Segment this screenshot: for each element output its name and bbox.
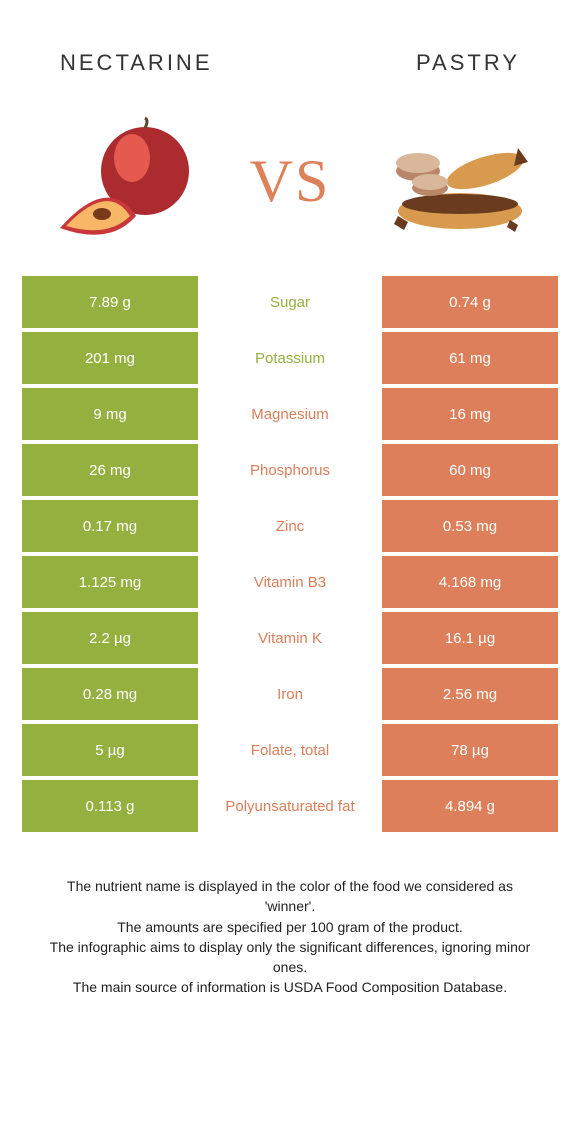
value-left: 0.17 mg <box>22 500 198 552</box>
vs-label: VS <box>250 147 331 216</box>
value-left: 26 mg <box>22 444 198 496</box>
nectarine-image <box>50 116 210 246</box>
nutrient-label: Sugar <box>198 276 382 328</box>
value-right: 4.168 mg <box>382 556 558 608</box>
value-right: 61 mg <box>382 332 558 384</box>
footnote-line: The amounts are specified per 100 gram o… <box>40 917 540 937</box>
value-left: 5 µg <box>22 724 198 776</box>
title-right: PASTRY <box>416 50 520 76</box>
value-left: 0.28 mg <box>22 668 198 720</box>
table-row: 26 mgPhosphorus60 mg <box>22 444 558 496</box>
value-right: 78 µg <box>382 724 558 776</box>
hero: VS <box>0 96 580 276</box>
value-right: 2.56 mg <box>382 668 558 720</box>
footnote-line: The main source of information is USDA F… <box>40 977 540 997</box>
header: NECTARINE PASTRY <box>0 0 580 96</box>
nutrient-label: Polyunsaturated fat <box>198 780 382 832</box>
nutrient-label: Iron <box>198 668 382 720</box>
pastry-image <box>370 116 530 246</box>
table-row: 7.89 gSugar0.74 g <box>22 276 558 328</box>
table-row: 0.113 gPolyunsaturated fat4.894 g <box>22 780 558 832</box>
value-right: 4.894 g <box>382 780 558 832</box>
value-left: 1.125 mg <box>22 556 198 608</box>
nutrient-label: Folate, total <box>198 724 382 776</box>
footnote-line: The infographic aims to display only the… <box>40 937 540 978</box>
nutrient-label: Magnesium <box>198 388 382 440</box>
value-left: 9 mg <box>22 388 198 440</box>
nutrient-label: Potassium <box>198 332 382 384</box>
value-left: 2.2 µg <box>22 612 198 664</box>
nutrient-label: Phosphorus <box>198 444 382 496</box>
nutrient-label: Zinc <box>198 500 382 552</box>
value-left: 0.113 g <box>22 780 198 832</box>
value-right: 60 mg <box>382 444 558 496</box>
title-left: NECTARINE <box>60 50 213 76</box>
table-row: 0.17 mgZinc0.53 mg <box>22 500 558 552</box>
nutrient-label: Vitamin B3 <box>198 556 382 608</box>
footnote-line: The nutrient name is displayed in the co… <box>40 876 540 917</box>
nutrient-label: Vitamin K <box>198 612 382 664</box>
table-row: 5 µgFolate, total78 µg <box>22 724 558 776</box>
value-right: 0.74 g <box>382 276 558 328</box>
comparison-table: 7.89 gSugar0.74 g201 mgPotassium61 mg9 m… <box>0 276 580 832</box>
value-right: 16.1 µg <box>382 612 558 664</box>
value-right: 16 mg <box>382 388 558 440</box>
table-row: 201 mgPotassium61 mg <box>22 332 558 384</box>
value-left: 201 mg <box>22 332 198 384</box>
footnotes: The nutrient name is displayed in the co… <box>0 836 580 998</box>
value-left: 7.89 g <box>22 276 198 328</box>
value-right: 0.53 mg <box>382 500 558 552</box>
table-row: 1.125 mgVitamin B34.168 mg <box>22 556 558 608</box>
table-row: 0.28 mgIron2.56 mg <box>22 668 558 720</box>
table-row: 9 mgMagnesium16 mg <box>22 388 558 440</box>
table-row: 2.2 µgVitamin K16.1 µg <box>22 612 558 664</box>
